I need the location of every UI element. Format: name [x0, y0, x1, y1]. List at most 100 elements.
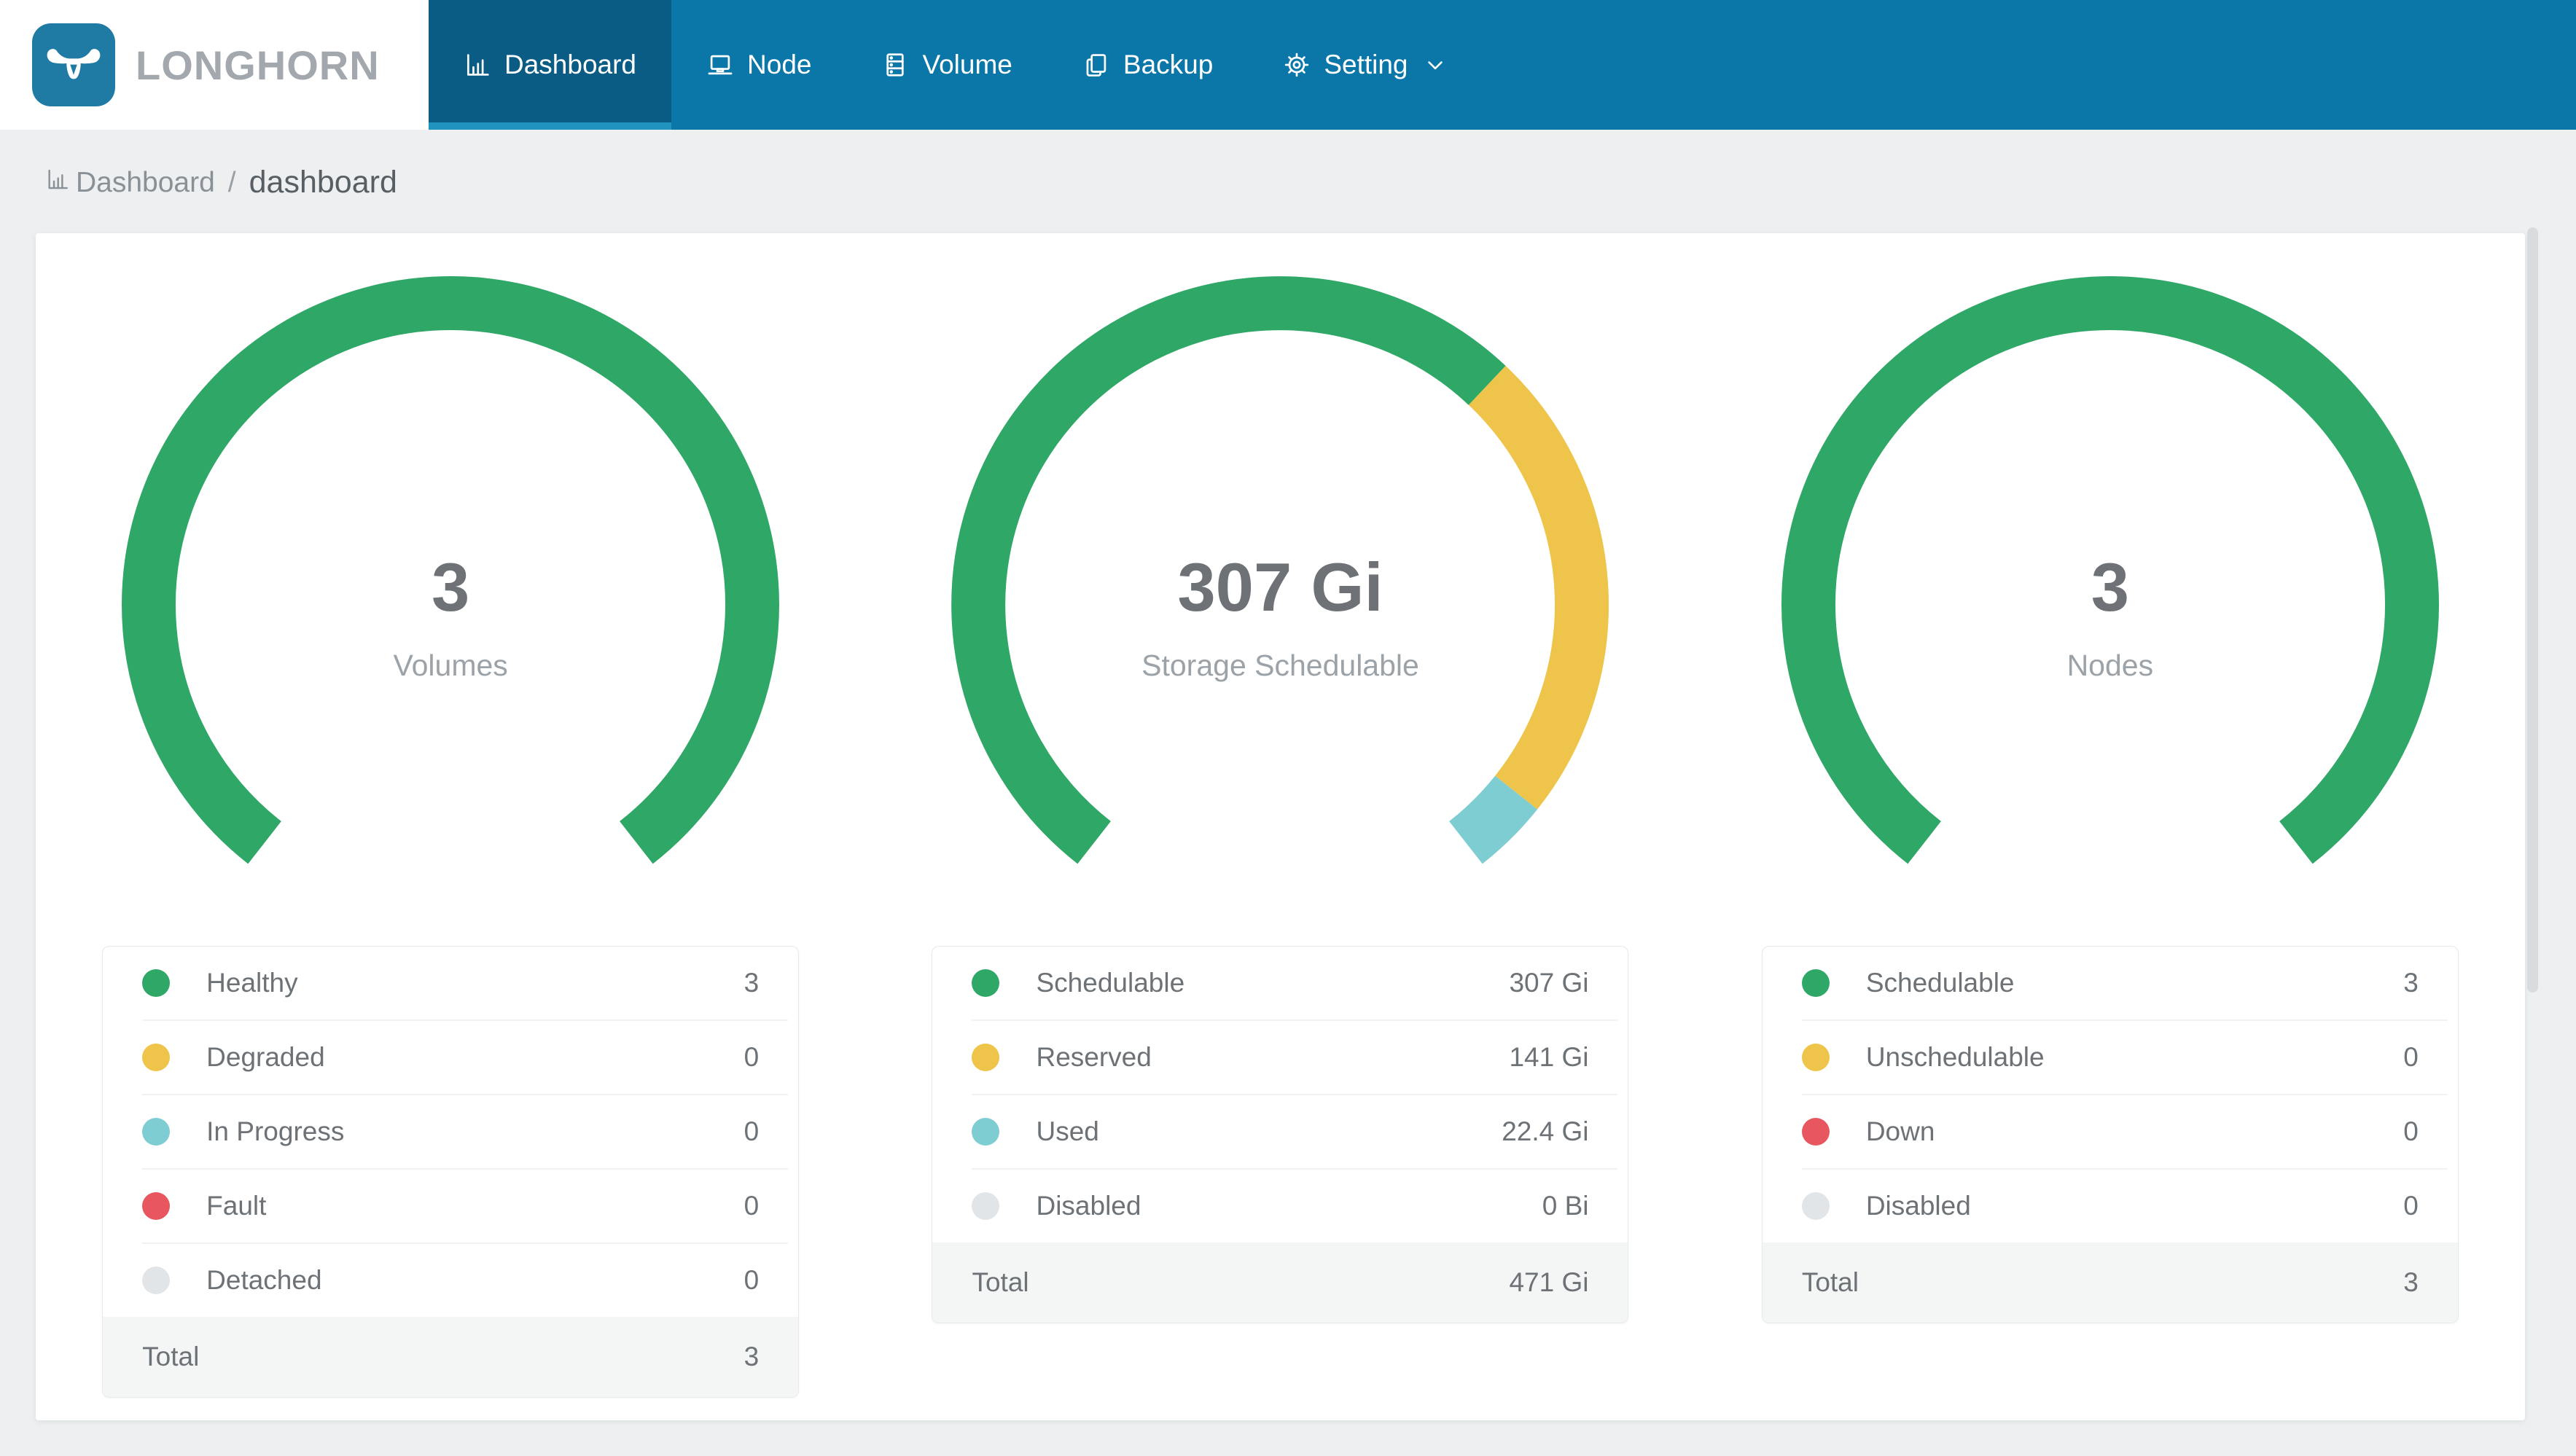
legend-value: 0 Bi [1542, 1191, 1589, 1221]
gauge-svg [122, 275, 780, 864]
gauge-segment-schedulable [951, 276, 1507, 864]
gauge-segment-schedulable [1781, 275, 2439, 864]
legend-row-unschedulable: Unschedulable 0 [1763, 1021, 2458, 1094]
legend-rows: Schedulable 307 Gi Reserved 141 Gi Used 22.4 … [932, 947, 1628, 1242]
legend-value: 0 [743, 1191, 760, 1221]
row-separator [1801, 1094, 2448, 1095]
gauge-center-label: Storage Schedulable [1141, 649, 1419, 682]
legend-label: Schedulable [1036, 968, 1185, 998]
gauge-segment-used [1449, 775, 1538, 864]
brand-name: LONGHORN [136, 42, 380, 88]
status-dot [142, 1118, 171, 1146]
row-separator [1801, 1168, 2448, 1170]
nav-tab-label: Setting [1324, 50, 1408, 79]
legend-row-used: Used 22.4 Gi [932, 1095, 1628, 1168]
legend-value: 0 [2403, 1042, 2419, 1072]
legend-row-disabled: Disabled 0 Bi [932, 1170, 1628, 1242]
nodes-gauge-chart: 3 Nodes [1775, 265, 2446, 885]
bar-chart-icon [464, 51, 491, 79]
gauge-center-value: 3 [432, 549, 470, 625]
breadcrumb-separator: / [227, 166, 236, 198]
legend-rows: Healthy 3 Degraded 0 In Progress 0 Fault 0 Detac… [103, 947, 798, 1317]
row-separator [972, 1094, 1618, 1095]
nav-tab-node[interactable]: Node [671, 0, 846, 130]
status-dot [972, 1118, 1000, 1146]
database-icon [881, 51, 909, 79]
legend-value: 0 [743, 1042, 760, 1072]
status-dot [142, 1044, 171, 1071]
legend-label: Healthy [206, 968, 298, 998]
breadcrumb: Dashboard / dashboard [45, 165, 2576, 200]
nav-tab-setting[interactable]: Setting [1248, 0, 1482, 130]
logo[interactable]: LONGHORN [0, 0, 429, 130]
status-dot [1801, 969, 1830, 997]
longhorn-bull-icon [32, 23, 115, 106]
legend-row-degraded: Degraded 0 [103, 1021, 798, 1094]
nav-tab-label: Backup [1123, 50, 1214, 79]
status-dot [972, 1044, 1000, 1071]
nodes-legend-table: Schedulable 3 Unschedulable 0 Down 0 Disabled 0… [1761, 946, 2459, 1323]
gear-icon [1283, 51, 1311, 79]
legend-value: 0 [743, 1265, 760, 1295]
row-separator [972, 1168, 1618, 1170]
copy-icon [1082, 51, 1110, 79]
legend-row-healthy: Healthy 3 [103, 947, 798, 1019]
status-dot [142, 969, 171, 997]
bar-chart-icon [45, 167, 70, 199]
legend-row-in-progress: In Progress 0 [103, 1095, 798, 1168]
gauge-center-value: 307 Gi [1177, 549, 1383, 625]
row-separator [142, 1168, 789, 1170]
legend-value: 22.4 Gi [1502, 1116, 1589, 1146]
dashboard-content-card: 3 Volumes Healthy 3 Degraded 0 In Progress 0 F… [36, 233, 2525, 1420]
legend-row-schedulable: Schedulable 3 [1763, 947, 2458, 1019]
status-dot [972, 1192, 1000, 1220]
storage-legend-table: Schedulable 307 Gi Reserved 141 Gi Used 22.4 … [932, 946, 1629, 1323]
nav-tab-dashboard[interactable]: Dashboard [429, 0, 672, 130]
legend-label: Used [1036, 1116, 1099, 1146]
total-value: 3 [743, 1342, 760, 1371]
chevron-down-icon [1423, 52, 1448, 77]
total-label: Total [142, 1342, 200, 1371]
gauge-center: 3 Nodes [1775, 548, 2446, 683]
nav-tab-backup[interactable]: Backup [1047, 0, 1248, 130]
total-value: 3 [2403, 1267, 2419, 1297]
legend-value: 141 Gi [1509, 1042, 1589, 1072]
gauge-center: 3 Volumes [115, 548, 786, 683]
nav-tab-label: Node [747, 50, 812, 79]
gauge-center-label: Nodes [2066, 649, 2154, 682]
legend-total-row: Total 471 Gi [932, 1242, 1628, 1323]
storage-gauge-chart: 307 Gi Storage Schedulable [945, 265, 1615, 885]
volumes-panel: 3 Volumes Healthy 3 Degraded 0 In Progress 0 F… [36, 265, 865, 1420]
row-separator [972, 1019, 1618, 1021]
nav-tab-label: Dashboard [504, 50, 637, 79]
row-separator [142, 1242, 789, 1244]
nodes-panel: 3 Nodes Schedulable 3 Unschedulable 0 Down 0 D… [1695, 265, 2525, 1420]
main-nav: Dashboard Node Volume [429, 0, 1483, 130]
legend-row-reserved: Reserved 141 Gi [932, 1021, 1628, 1094]
gauge-segment-reserved [1469, 366, 1609, 810]
gauge-center: 307 Gi Storage Schedulable [945, 548, 1615, 683]
gauge-center-value: 3 [2091, 549, 2129, 625]
legend-value: 3 [2403, 968, 2419, 998]
legend-total-row: Total 3 [103, 1317, 799, 1397]
legend-label: Unschedulable [1865, 1042, 2045, 1072]
gauge-svg [951, 276, 1609, 864]
legend-label: Down [1865, 1116, 1935, 1146]
total-value: 471 Gi [1509, 1267, 1589, 1297]
nav-tab-volume[interactable]: Volume [846, 0, 1047, 130]
legend-value: 0 [743, 1116, 760, 1146]
vertical-scrollbar-thumb[interactable] [2527, 227, 2538, 993]
legend-row-schedulable: Schedulable 307 Gi [932, 947, 1628, 1019]
legend-row-fault: Fault 0 [103, 1170, 798, 1242]
gauge-svg [1781, 275, 2439, 864]
legend-total-row: Total 3 [1762, 1242, 2458, 1323]
gauge-center-label: Volumes [393, 649, 508, 682]
row-separator [142, 1094, 789, 1095]
breadcrumb-current-page: dashboard [249, 165, 397, 200]
status-dot [142, 1192, 171, 1220]
nav-tab-label: Volume [922, 50, 1012, 79]
status-dot [972, 969, 1000, 997]
breadcrumb-dashboard-link[interactable]: Dashboard [45, 167, 215, 199]
status-dot [1801, 1044, 1830, 1071]
total-label: Total [972, 1267, 1029, 1297]
